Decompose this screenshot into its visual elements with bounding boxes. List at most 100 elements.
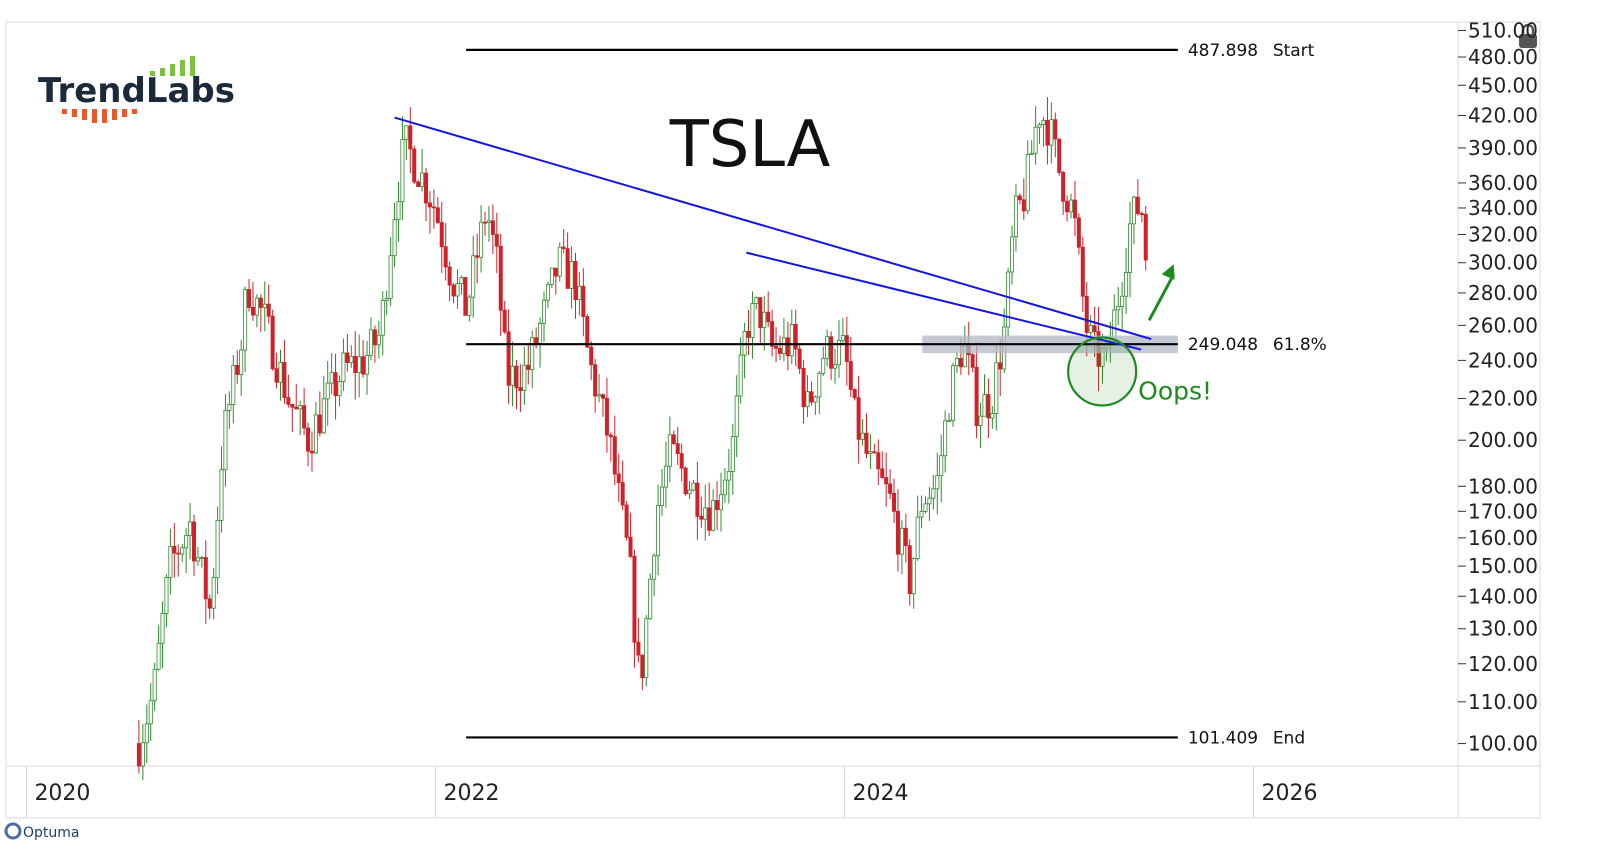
candle	[526, 342, 531, 385]
candle-body	[844, 335, 849, 362]
candle-body	[471, 255, 476, 298]
trendlabs-logo: TrendLabs	[38, 56, 235, 123]
fib-level-tag: 61.8%	[1273, 335, 1327, 355]
candle-body	[199, 557, 204, 559]
candle	[1045, 97, 1050, 165]
candle	[282, 339, 287, 404]
candle	[483, 211, 488, 236]
candle-body	[483, 221, 488, 224]
candle-body	[943, 420, 948, 457]
logo-bar-up	[190, 56, 195, 76]
candle	[569, 246, 574, 309]
candle	[1112, 294, 1117, 342]
candle	[223, 394, 228, 487]
candle	[876, 439, 881, 486]
candle-body	[620, 482, 625, 506]
candle	[435, 196, 440, 225]
candle-body	[420, 172, 425, 187]
candle-body	[435, 207, 440, 223]
candle	[1080, 236, 1085, 313]
candle-body	[184, 535, 189, 549]
candle	[734, 375, 739, 458]
candle-body	[589, 346, 594, 366]
candle	[1041, 116, 1046, 147]
candle-body	[357, 356, 362, 374]
candle	[140, 724, 145, 781]
candle	[707, 482, 712, 536]
candle	[601, 393, 606, 417]
candle	[860, 419, 865, 446]
candle	[412, 145, 417, 185]
y-tick-label: 220.00	[1468, 386, 1538, 410]
candle	[553, 267, 558, 295]
candle-body	[573, 261, 578, 301]
candle	[777, 335, 782, 360]
candle-body	[581, 285, 586, 317]
candle-body	[1076, 217, 1081, 248]
candle-body	[1061, 172, 1066, 202]
candle	[239, 339, 244, 396]
candle	[911, 557, 916, 609]
candle	[1013, 184, 1018, 252]
logo-bar-up	[160, 68, 165, 76]
candle-body	[1116, 306, 1121, 311]
logo-bar-down	[132, 109, 137, 114]
candle	[809, 381, 814, 406]
candle	[624, 500, 629, 541]
candle-body	[431, 206, 436, 209]
candle-body	[333, 372, 338, 397]
optuma-icon	[4, 822, 22, 840]
candle-body	[746, 330, 751, 338]
candle-body	[833, 364, 838, 369]
y-tick-label: 260.00	[1468, 313, 1538, 337]
candle	[1049, 102, 1054, 164]
candle	[1029, 140, 1034, 155]
candle	[817, 370, 822, 414]
oops-label: Oops!	[1138, 376, 1212, 405]
y-tick-label: 280.00	[1468, 281, 1538, 305]
candle-body	[459, 277, 464, 284]
candle-body	[549, 267, 554, 286]
candle-body	[801, 368, 806, 408]
candle-body	[1139, 213, 1144, 215]
candle-body	[821, 357, 826, 374]
candle	[616, 453, 621, 503]
candle-body	[534, 337, 539, 344]
candle	[463, 277, 468, 316]
candle-body	[648, 578, 653, 620]
lock-icon[interactable]	[1518, 23, 1538, 50]
candle	[951, 362, 956, 427]
candle	[561, 229, 566, 254]
candle	[793, 309, 798, 367]
candle	[1065, 195, 1070, 222]
candle-body	[148, 700, 153, 725]
candle	[675, 426, 680, 466]
candle-body	[557, 246, 562, 277]
candle	[490, 204, 495, 255]
candle-body	[321, 398, 326, 434]
candle	[903, 513, 908, 563]
candle	[557, 242, 562, 282]
candle-body	[722, 479, 727, 496]
candle	[577, 272, 582, 316]
candle	[742, 322, 747, 379]
candle	[612, 415, 617, 486]
candle-body	[1124, 272, 1129, 297]
candle	[1135, 179, 1140, 216]
candle	[357, 334, 362, 398]
candle	[1006, 267, 1011, 337]
candle-body	[317, 414, 322, 434]
candle-body	[935, 475, 940, 490]
candle	[722, 468, 727, 503]
candle-body	[911, 558, 916, 595]
candle-body	[797, 348, 802, 369]
candle-body	[892, 492, 897, 512]
candle-body	[1088, 325, 1093, 333]
candle-body	[479, 221, 484, 258]
candle	[188, 503, 193, 560]
candle	[1033, 106, 1038, 165]
candle-body	[412, 148, 417, 183]
candle-body	[203, 557, 208, 600]
candle	[451, 283, 456, 304]
candle-body	[777, 347, 782, 354]
